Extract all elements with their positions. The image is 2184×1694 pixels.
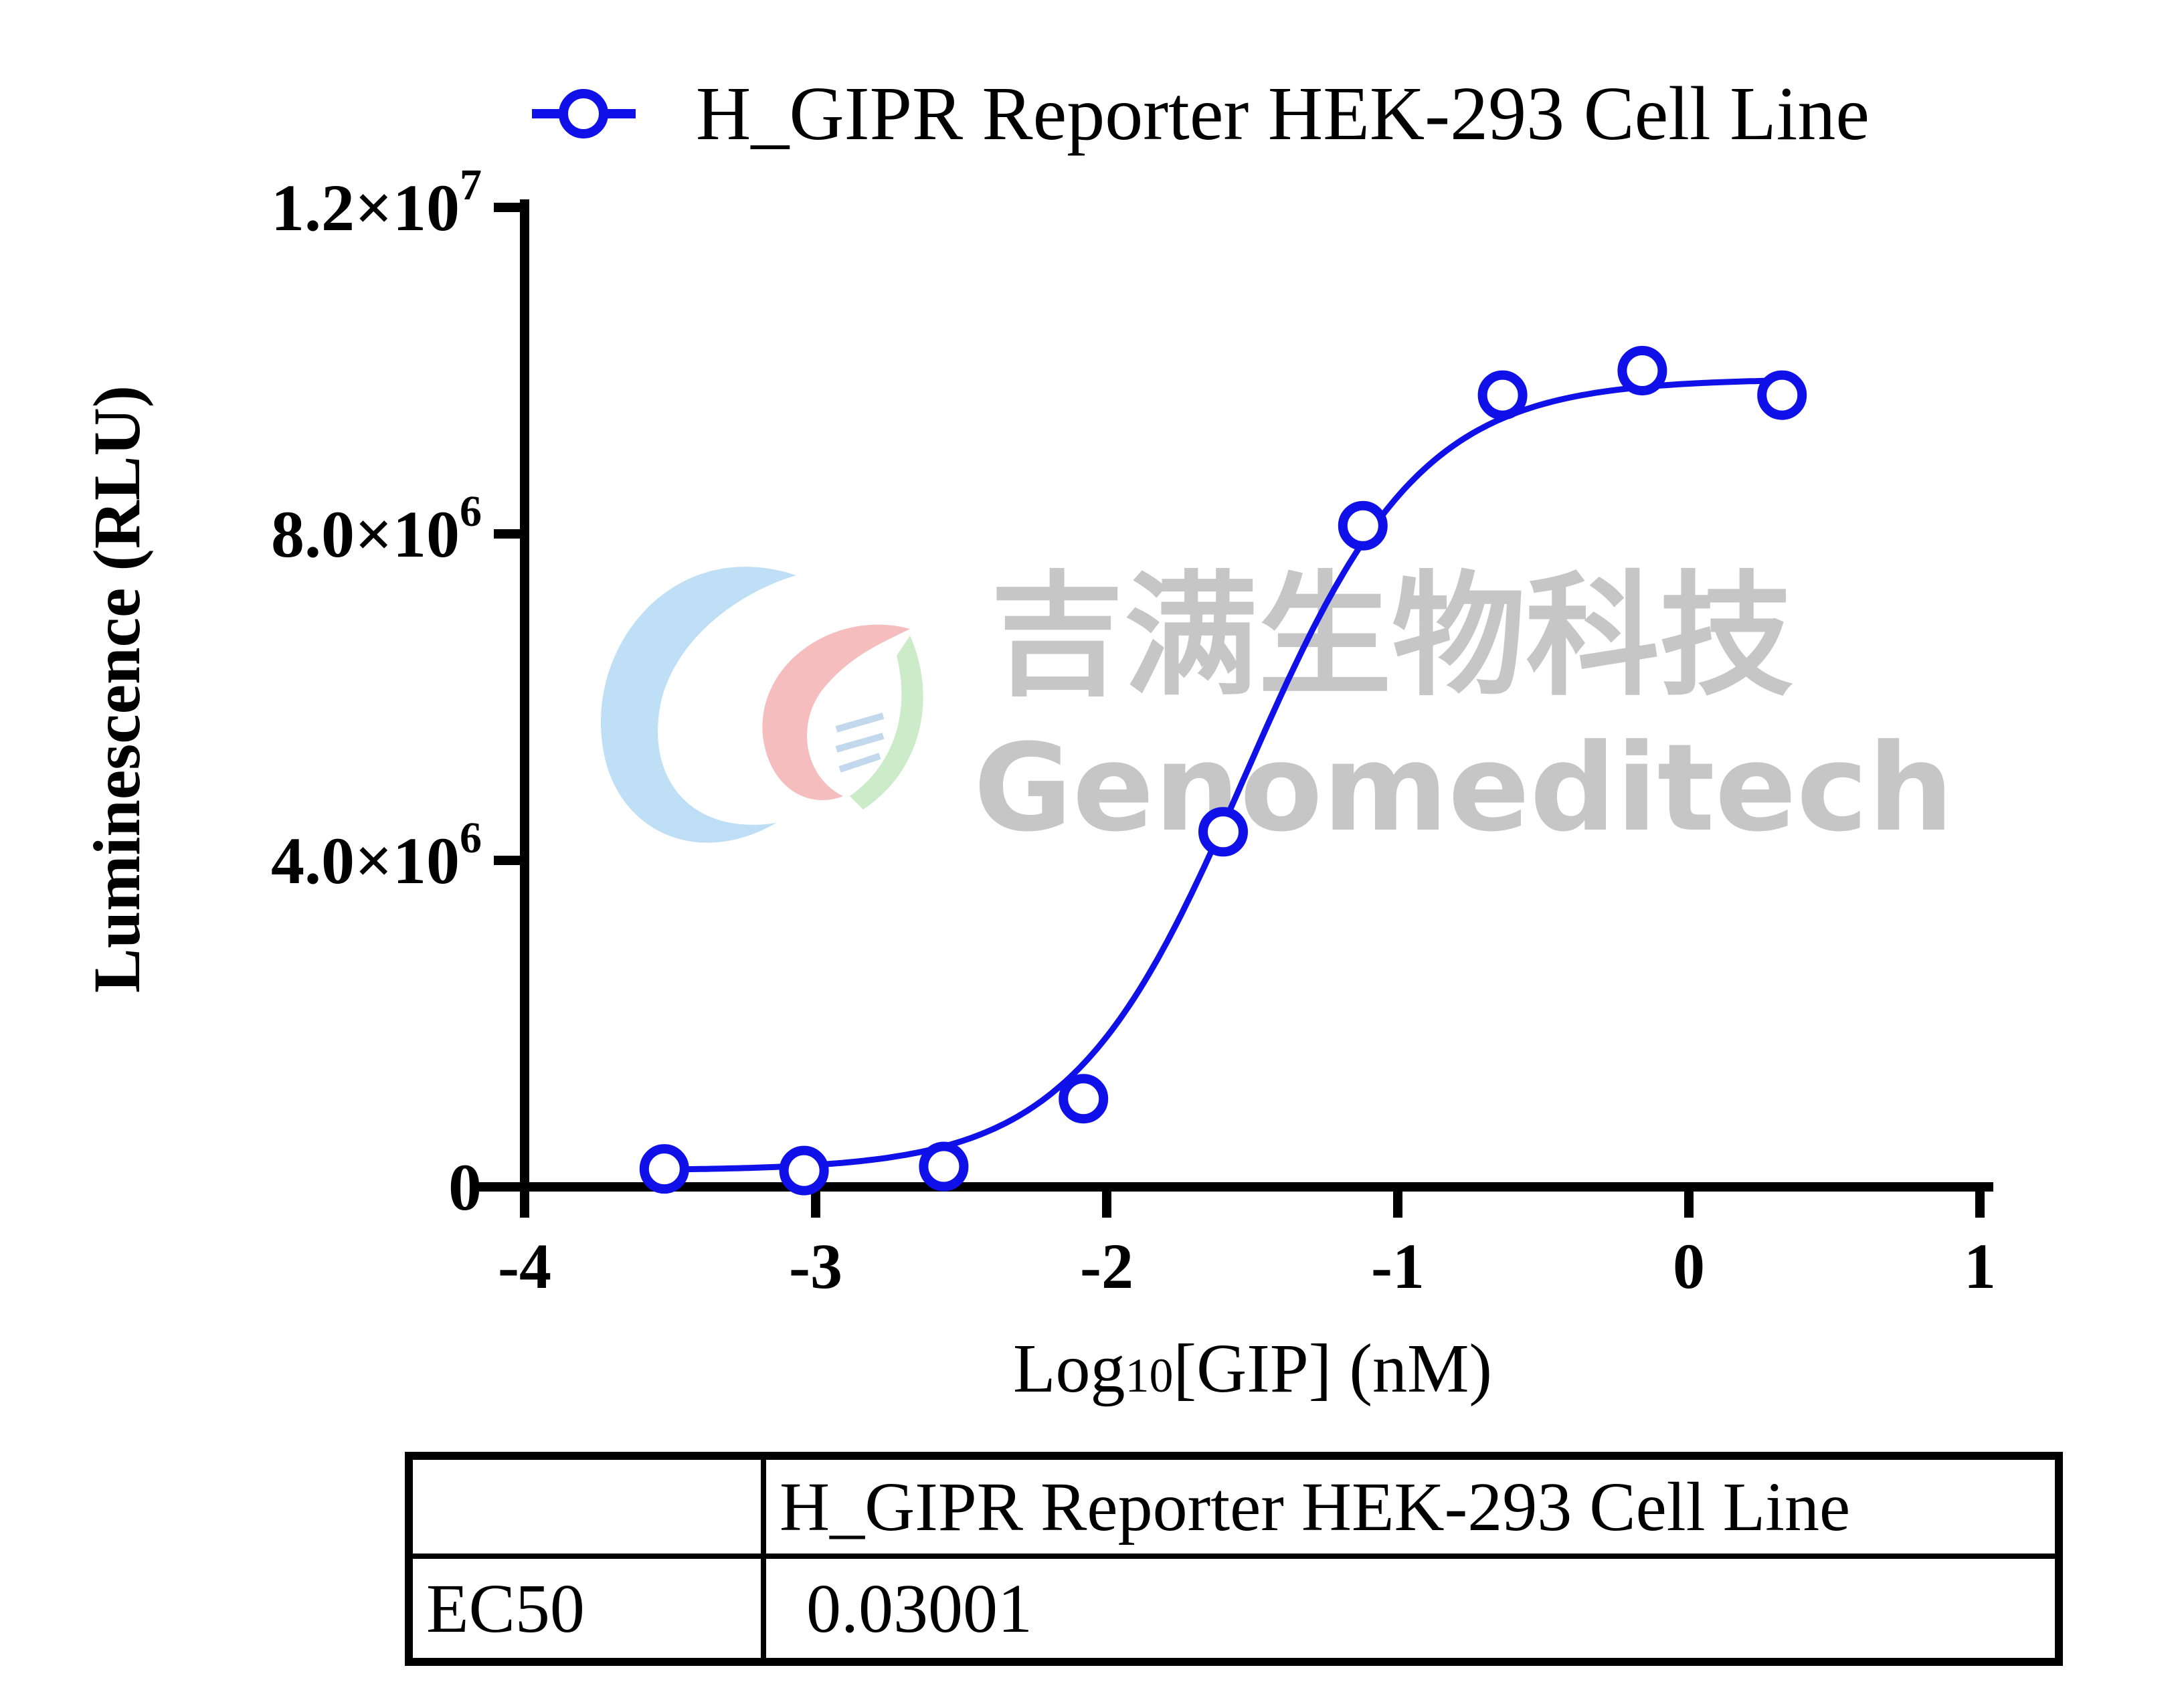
y-tick-label: 8.0×106 (271, 487, 482, 571)
table-header-series: H_GIPR Reporter HEK-293 Cell Line (761, 1453, 2062, 1559)
data-point (1617, 346, 1667, 395)
watermark-cn: 吉满生物科技 (990, 559, 1793, 715)
data-point (639, 1144, 689, 1194)
x-tick-label: 1 (1964, 1230, 1996, 1302)
ec50-table: H_GIPR Reporter HEK-293 Cell Line EC50 0… (405, 1452, 2063, 1666)
axes (478, 199, 1993, 1195)
x-axis-title: Log10[GIP] (nM) (1013, 1330, 1492, 1407)
x-ticks: -4 -3 -2 -1 0 1 (498, 1187, 1996, 1302)
watermark-en: Genomeditech (974, 719, 1954, 858)
data-point (919, 1141, 969, 1192)
x-tick-label: -3 (789, 1230, 842, 1302)
x-tick-label: -4 (498, 1230, 551, 1302)
y-ticks: 0 4.0×106 8.0×106 1.2×107 (271, 161, 525, 1224)
legend-marker (559, 89, 608, 138)
data-point (1757, 370, 1807, 420)
y-tick-label: 0 (448, 1150, 482, 1224)
table-row: EC50 0.03001 (406, 1554, 2062, 1665)
genomeditech-logo (600, 567, 923, 843)
legend-label: H_GIPR Reporter HEK-293 Cell Line (696, 71, 1870, 156)
y-tick-label: 4.0×106 (271, 814, 482, 898)
data-point (1477, 370, 1528, 420)
data-point (1198, 807, 1248, 857)
x-tick-label: -1 (1371, 1230, 1425, 1302)
x-tick-label: -2 (1080, 1230, 1133, 1302)
ec50-chart: 吉满生物科技 Genomeditech H_GIPR Reporter HEK-… (80, 71, 1996, 1407)
y-tick-label: 1.2×107 (271, 161, 482, 245)
table-header-row: H_GIPR Reporter HEK-293 Cell Line (406, 1453, 2062, 1559)
data-points (639, 346, 1807, 1196)
ec50-value: 0.03001 (761, 1554, 2062, 1665)
data-point (779, 1145, 829, 1196)
table-header-empty (406, 1453, 766, 1559)
data-point (1338, 500, 1388, 551)
data-point (1059, 1074, 1109, 1124)
y-axis-title: Luminescence (RLU) (80, 385, 154, 993)
legend: H_GIPR Reporter HEK-293 Cell Line (532, 71, 1870, 156)
x-tick-label: 0 (1673, 1230, 1705, 1302)
ec50-label: EC50 (406, 1554, 766, 1665)
